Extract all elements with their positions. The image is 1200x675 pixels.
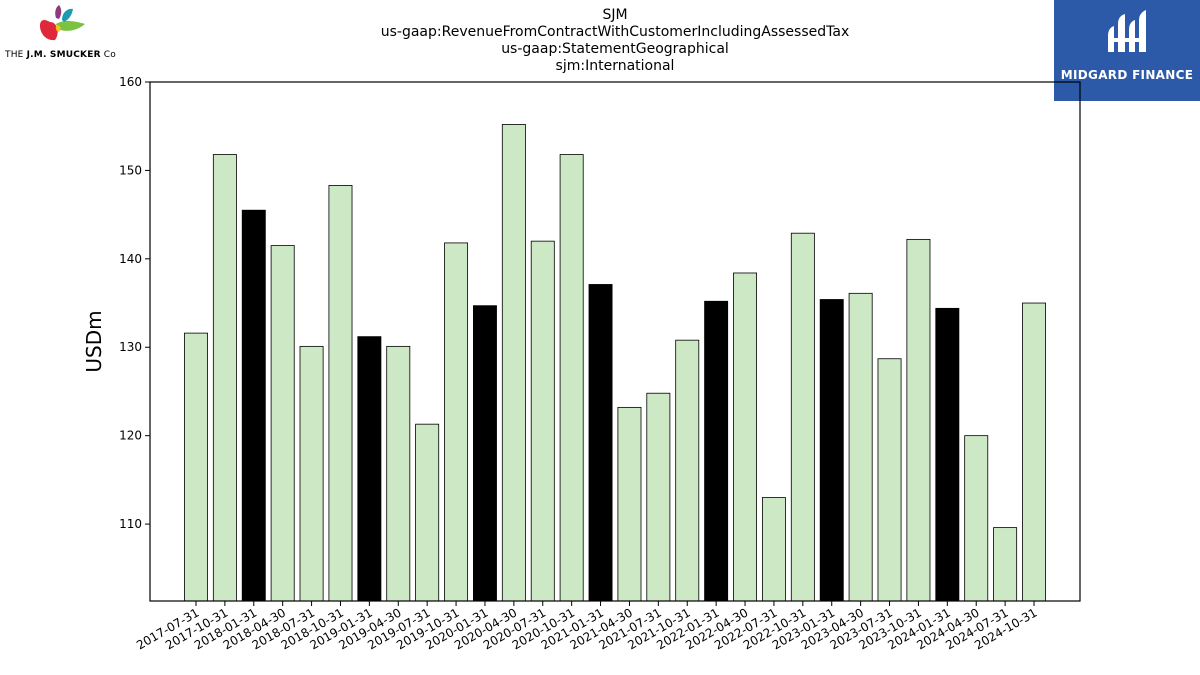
bar [733, 272, 757, 602]
bar [357, 336, 382, 602]
y-tick-label: 160 [119, 75, 142, 89]
bar [675, 339, 700, 602]
brand-logo: MIDGARD FINANCE [1054, 0, 1200, 101]
bar [646, 392, 671, 602]
y-tick-label: 150 [119, 163, 142, 177]
company-logo-text: THE J.M. SMUCKER Co [5, 50, 116, 60]
chart-title: SJM [602, 7, 628, 23]
bar [501, 124, 526, 602]
y-tick-label: 130 [119, 340, 142, 354]
bar [530, 240, 555, 602]
bar [964, 435, 989, 602]
bar [184, 332, 208, 602]
chart-subtitle-member: sjm:International [555, 58, 675, 74]
bar [386, 345, 411, 602]
y-tick-label: 110 [119, 517, 142, 531]
plot-frame [149, 81, 1081, 602]
bar [559, 154, 584, 602]
y-tick-label: 140 [119, 252, 142, 266]
chart-subtitle-metric: us-gaap:RevenueFromContractWithCustomerI… [380, 24, 850, 40]
bar [935, 307, 960, 602]
bar [241, 209, 266, 602]
bar [877, 358, 902, 602]
bar [906, 238, 931, 602]
bar [761, 497, 786, 602]
bar [270, 245, 295, 602]
bar [848, 292, 873, 602]
company-logo-icon [39, 5, 85, 41]
bar [1022, 302, 1046, 602]
brand-logo-icon [1108, 10, 1146, 52]
bar [299, 345, 324, 602]
bar [444, 242, 469, 602]
chart-subtitle-statement: us-gaap:StatementGeographical [501, 41, 729, 57]
brand-logo-text: MIDGARD FINANCE [1060, 68, 1194, 82]
bar [617, 406, 642, 602]
bar [212, 154, 237, 602]
y-axis-label: USDm [82, 310, 106, 372]
bar [415, 423, 440, 602]
bar [588, 284, 613, 602]
bar [790, 232, 815, 602]
chart-title-block: SJM us-gaap:RevenueFromContractWithCusto… [300, 7, 930, 75]
y-tick-label: 120 [119, 429, 142, 443]
company-logo: THE J.M. SMUCKER Co [0, 0, 130, 70]
bar [472, 305, 497, 602]
bar [819, 299, 844, 602]
bar [328, 185, 353, 602]
bar [704, 300, 729, 602]
bar [993, 527, 1018, 602]
